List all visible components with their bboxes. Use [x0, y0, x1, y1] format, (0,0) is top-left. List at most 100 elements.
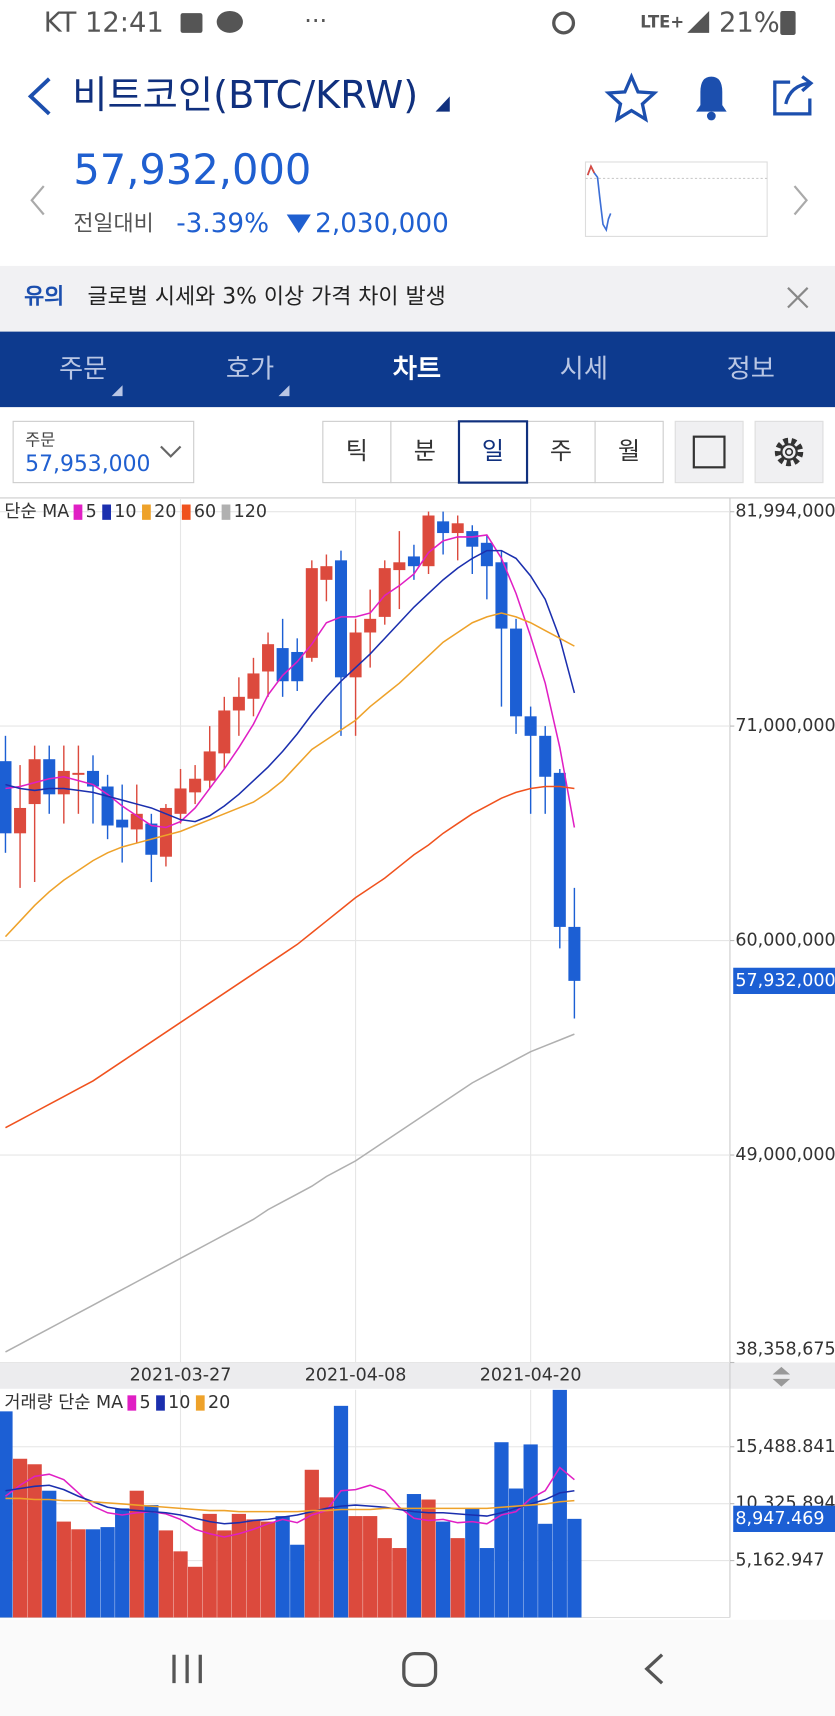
down-triangle [286, 214, 311, 234]
settings-gear [784, 447, 794, 457]
candle-body [43, 759, 56, 795]
title[interactable]: 비트코인(BTC/KRW) [72, 73, 418, 118]
legend-swatch [156, 1395, 165, 1411]
share-button[interactable] [773, 75, 814, 116]
period-button[interactable] [526, 420, 596, 484]
tab[interactable]: 호가 [226, 354, 274, 384]
prev-button[interactable] [30, 185, 45, 216]
mini-chart-line [586, 164, 595, 176]
order-label: 주문 [25, 431, 55, 450]
volume-bar [319, 1497, 334, 1618]
nav-back[interactable] [644, 1653, 664, 1685]
volume-bar [275, 1516, 290, 1618]
last-value-label: 8,947.469 [735, 1509, 824, 1529]
legend-label: 60 [194, 502, 216, 522]
volume-bar [465, 1508, 480, 1618]
candle-body [72, 772, 85, 775]
volume-bar [115, 1508, 130, 1618]
period-button[interactable] [457, 420, 529, 484]
period-button[interactable] [390, 420, 460, 484]
volume-bar [333, 1405, 349, 1618]
candle-body [262, 644, 275, 672]
current-price: 57,932,000 [73, 145, 311, 194]
volume-bar [0, 1411, 13, 1618]
change-amount: 2,030,000 [315, 209, 449, 239]
legend-title: 단순 MA [4, 502, 69, 522]
tab[interactable]: 주문 [59, 354, 107, 384]
order-dropdown[interactable] [160, 445, 182, 458]
title-dropdown[interactable] [435, 96, 450, 112]
volume-bar [523, 1444, 538, 1618]
period-label: 분 [414, 437, 436, 465]
period-button[interactable] [594, 420, 664, 484]
status-icon [552, 11, 576, 35]
ma-line [5, 785, 575, 1129]
mini-chart[interactable] [584, 161, 768, 237]
y-tick-label: 49,000,000 [735, 1145, 835, 1165]
candle-body [495, 562, 508, 629]
volume-bar [479, 1548, 494, 1618]
candle-body [57, 770, 70, 795]
candle-body [510, 628, 523, 717]
status-icon [216, 10, 243, 33]
volume-bar [173, 1551, 188, 1618]
period-label: 일 [482, 437, 504, 465]
volume-bar [217, 1530, 232, 1618]
candle-body [364, 618, 377, 633]
legend-swatch [142, 504, 151, 520]
candle-body [349, 632, 362, 678]
volume-bar [494, 1442, 509, 1618]
tab[interactable]: 차트 [393, 354, 441, 384]
tab[interactable]: 시세 [560, 354, 608, 384]
volume-bar [406, 1494, 422, 1618]
period-button[interactable] [322, 420, 392, 484]
candle-body [116, 819, 129, 828]
resize-handle[interactable] [772, 1366, 791, 1387]
legend-label: 10 [168, 1393, 190, 1413]
status-signal [687, 10, 710, 33]
change-label: 전일대비 [73, 211, 154, 236]
ma-line [5, 1497, 575, 1513]
ma-line [5, 1484, 575, 1525]
legend-label: 10 [114, 502, 136, 522]
volume-bar [27, 1464, 42, 1618]
candle-body [480, 542, 493, 567]
order-box[interactable] [12, 420, 195, 484]
tab[interactable]: 정보 [727, 354, 775, 384]
volume-bar [435, 1521, 451, 1618]
candle-body [159, 807, 172, 857]
candle-body [378, 568, 391, 617]
favorite-button[interactable] [604, 72, 659, 123]
notice-bar [0, 265, 835, 332]
ma-line [5, 1466, 575, 1538]
back-button[interactable] [27, 77, 51, 116]
candle-body [539, 735, 552, 777]
volume-bar [377, 1538, 392, 1618]
candle-body [174, 788, 187, 814]
notice-close[interactable] [787, 287, 809, 309]
nav-home[interactable] [402, 1651, 438, 1687]
volume-bar [450, 1538, 465, 1618]
legend-title: 거래량 단순 MA [4, 1393, 123, 1413]
nav-bar [0, 1619, 835, 1716]
box-button[interactable] [674, 420, 744, 484]
legend-swatch [102, 504, 112, 520]
candle-body [232, 696, 245, 711]
legend-label: 5 [139, 1393, 150, 1413]
status-more: ··· [304, 7, 327, 35]
nav-recent[interactable] [172, 1654, 202, 1684]
next-button[interactable] [793, 185, 808, 216]
candle-body [422, 515, 435, 567]
legend-swatch [195, 1395, 205, 1411]
plot [0, 511, 581, 1353]
volume-bar [552, 1389, 567, 1618]
volume-bar [158, 1530, 174, 1618]
notice-tag: 유의 [24, 285, 64, 310]
volume-bar [129, 1490, 144, 1618]
y-tick-label: 5,162.947 [735, 1551, 824, 1571]
volume-bar [56, 1521, 71, 1618]
alarm-button[interactable] [696, 76, 727, 112]
ma-line [5, 534, 576, 829]
